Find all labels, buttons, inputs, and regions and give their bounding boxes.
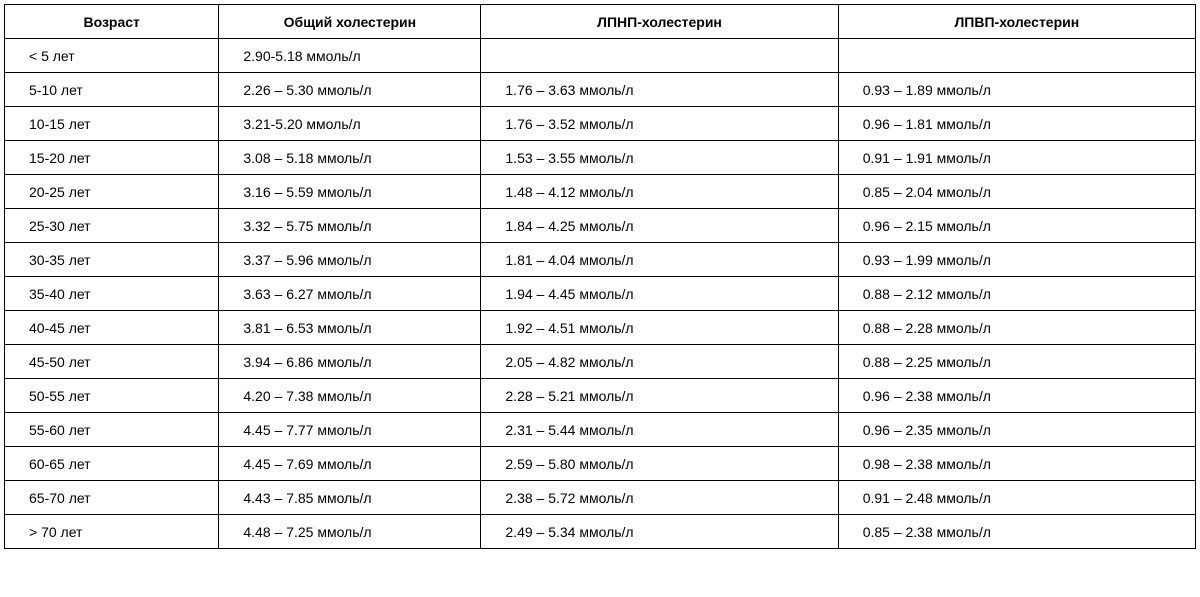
cell-ldl-cholesterol	[481, 39, 838, 73]
cell-age: > 70 лет	[5, 515, 219, 549]
cell-hdl-cholesterol: 0.93 – 1.89 ммоль/л	[838, 73, 1195, 107]
table-body: < 5 лет2.90-5.18 ммоль/л5-10 лет2.26 – 5…	[5, 39, 1196, 549]
cell-total-cholesterol: 3.32 – 5.75 ммоль/л	[219, 209, 481, 243]
cell-ldl-cholesterol: 2.49 – 5.34 ммоль/л	[481, 515, 838, 549]
cell-hdl-cholesterol	[838, 39, 1195, 73]
cell-ldl-cholesterol: 2.38 – 5.72 ммоль/л	[481, 481, 838, 515]
cell-hdl-cholesterol: 0.85 – 2.38 ммоль/л	[838, 515, 1195, 549]
header-hdl-cholesterol: ЛПВП-холестерин	[838, 5, 1195, 39]
header-age: Возраст	[5, 5, 219, 39]
cell-total-cholesterol: 3.21-5.20 ммоль/л	[219, 107, 481, 141]
cell-age: 40-45 лет	[5, 311, 219, 345]
cholesterol-table: Возраст Общий холестерин ЛПНП-холестерин…	[4, 4, 1196, 549]
cell-age: 10-15 лет	[5, 107, 219, 141]
cell-total-cholesterol: 4.45 – 7.77 ммоль/л	[219, 413, 481, 447]
cell-total-cholesterol: 4.48 – 7.25 ммоль/л	[219, 515, 481, 549]
cell-total-cholesterol: 3.94 – 6.86 ммоль/л	[219, 345, 481, 379]
cell-ldl-cholesterol: 1.84 – 4.25 ммоль/л	[481, 209, 838, 243]
cell-hdl-cholesterol: 0.96 – 1.81 ммоль/л	[838, 107, 1195, 141]
cell-hdl-cholesterol: 0.91 – 2.48 ммоль/л	[838, 481, 1195, 515]
cell-total-cholesterol: 3.08 – 5.18 ммоль/л	[219, 141, 481, 175]
cell-total-cholesterol: 2.26 – 5.30 ммоль/л	[219, 73, 481, 107]
cell-age: < 5 лет	[5, 39, 219, 73]
cell-total-cholesterol: 4.43 – 7.85 ммоль/л	[219, 481, 481, 515]
table-row: 30-35 лет3.37 – 5.96 ммоль/л1.81 – 4.04 …	[5, 243, 1196, 277]
cell-age: 20-25 лет	[5, 175, 219, 209]
cell-hdl-cholesterol: 0.88 – 2.28 ммоль/л	[838, 311, 1195, 345]
cell-total-cholesterol: 4.20 – 7.38 ммоль/л	[219, 379, 481, 413]
cell-total-cholesterol: 3.63 – 6.27 ммоль/л	[219, 277, 481, 311]
cell-total-cholesterol: 4.45 – 7.69 ммоль/л	[219, 447, 481, 481]
cell-age: 60-65 лет	[5, 447, 219, 481]
cell-hdl-cholesterol: 0.88 – 2.12 ммоль/л	[838, 277, 1195, 311]
cell-age: 15-20 лет	[5, 141, 219, 175]
table-row: 10-15 лет3.21-5.20 ммоль/л1.76 – 3.52 мм…	[5, 107, 1196, 141]
cell-age: 25-30 лет	[5, 209, 219, 243]
table-row: 20-25 лет3.16 – 5.59 ммоль/л1.48 – 4.12 …	[5, 175, 1196, 209]
cell-hdl-cholesterol: 0.96 – 2.15 ммоль/л	[838, 209, 1195, 243]
table-row: < 5 лет2.90-5.18 ммоль/л	[5, 39, 1196, 73]
table-row: > 70 лет4.48 – 7.25 ммоль/л2.49 – 5.34 м…	[5, 515, 1196, 549]
cell-age: 30-35 лет	[5, 243, 219, 277]
cell-hdl-cholesterol: 0.85 – 2.04 ммоль/л	[838, 175, 1195, 209]
cell-ldl-cholesterol: 1.92 – 4.51 ммоль/л	[481, 311, 838, 345]
cell-age: 5-10 лет	[5, 73, 219, 107]
cell-total-cholesterol: 2.90-5.18 ммоль/л	[219, 39, 481, 73]
cell-hdl-cholesterol: 0.96 – 2.38 ммоль/л	[838, 379, 1195, 413]
cell-ldl-cholesterol: 1.76 – 3.52 ммоль/л	[481, 107, 838, 141]
cell-ldl-cholesterol: 1.48 – 4.12 ммоль/л	[481, 175, 838, 209]
cell-hdl-cholesterol: 0.93 – 1.99 ммоль/л	[838, 243, 1195, 277]
cell-total-cholesterol: 3.81 – 6.53 ммоль/л	[219, 311, 481, 345]
header-row: Возраст Общий холестерин ЛПНП-холестерин…	[5, 5, 1196, 39]
cell-age: 65-70 лет	[5, 481, 219, 515]
cell-ldl-cholesterol: 1.81 – 4.04 ммоль/л	[481, 243, 838, 277]
cell-hdl-cholesterol: 0.88 – 2.25 ммоль/л	[838, 345, 1195, 379]
cell-hdl-cholesterol: 0.91 – 1.91 ммоль/л	[838, 141, 1195, 175]
cell-ldl-cholesterol: 1.53 – 3.55 ммоль/л	[481, 141, 838, 175]
header-total-cholesterol: Общий холестерин	[219, 5, 481, 39]
table-header: Возраст Общий холестерин ЛПНП-холестерин…	[5, 5, 1196, 39]
table-row: 65-70 лет4.43 – 7.85 ммоль/л2.38 – 5.72 …	[5, 481, 1196, 515]
cell-age: 50-55 лет	[5, 379, 219, 413]
table-row: 5-10 лет2.26 – 5.30 ммоль/л1.76 – 3.63 м…	[5, 73, 1196, 107]
cell-age: 35-40 лет	[5, 277, 219, 311]
table-row: 15-20 лет3.08 – 5.18 ммоль/л1.53 – 3.55 …	[5, 141, 1196, 175]
cell-ldl-cholesterol: 2.59 – 5.80 ммоль/л	[481, 447, 838, 481]
table-row: 45-50 лет3.94 – 6.86 ммоль/л2.05 – 4.82 …	[5, 345, 1196, 379]
cell-ldl-cholesterol: 2.31 – 5.44 ммоль/л	[481, 413, 838, 447]
table-row: 50-55 лет4.20 – 7.38 ммоль/л2.28 – 5.21 …	[5, 379, 1196, 413]
table-row: 40-45 лет3.81 – 6.53 ммоль/л1.92 – 4.51 …	[5, 311, 1196, 345]
cell-ldl-cholesterol: 2.28 – 5.21 ммоль/л	[481, 379, 838, 413]
cell-ldl-cholesterol: 1.94 – 4.45 ммоль/л	[481, 277, 838, 311]
cell-age: 55-60 лет	[5, 413, 219, 447]
cell-total-cholesterol: 3.37 – 5.96 ммоль/л	[219, 243, 481, 277]
cell-hdl-cholesterol: 0.96 – 2.35 ммоль/л	[838, 413, 1195, 447]
cell-total-cholesterol: 3.16 – 5.59 ммоль/л	[219, 175, 481, 209]
table-row: 25-30 лет3.32 – 5.75 ммоль/л1.84 – 4.25 …	[5, 209, 1196, 243]
table-row: 55-60 лет4.45 – 7.77 ммоль/л2.31 – 5.44 …	[5, 413, 1196, 447]
table-row: 35-40 лет3.63 – 6.27 ммоль/л1.94 – 4.45 …	[5, 277, 1196, 311]
cell-ldl-cholesterol: 2.05 – 4.82 ммоль/л	[481, 345, 838, 379]
table-row: 60-65 лет4.45 – 7.69 ммоль/л2.59 – 5.80 …	[5, 447, 1196, 481]
header-ldl-cholesterol: ЛПНП-холестерин	[481, 5, 838, 39]
cell-ldl-cholesterol: 1.76 – 3.63 ммоль/л	[481, 73, 838, 107]
cell-age: 45-50 лет	[5, 345, 219, 379]
cell-hdl-cholesterol: 0.98 – 2.38 ммоль/л	[838, 447, 1195, 481]
